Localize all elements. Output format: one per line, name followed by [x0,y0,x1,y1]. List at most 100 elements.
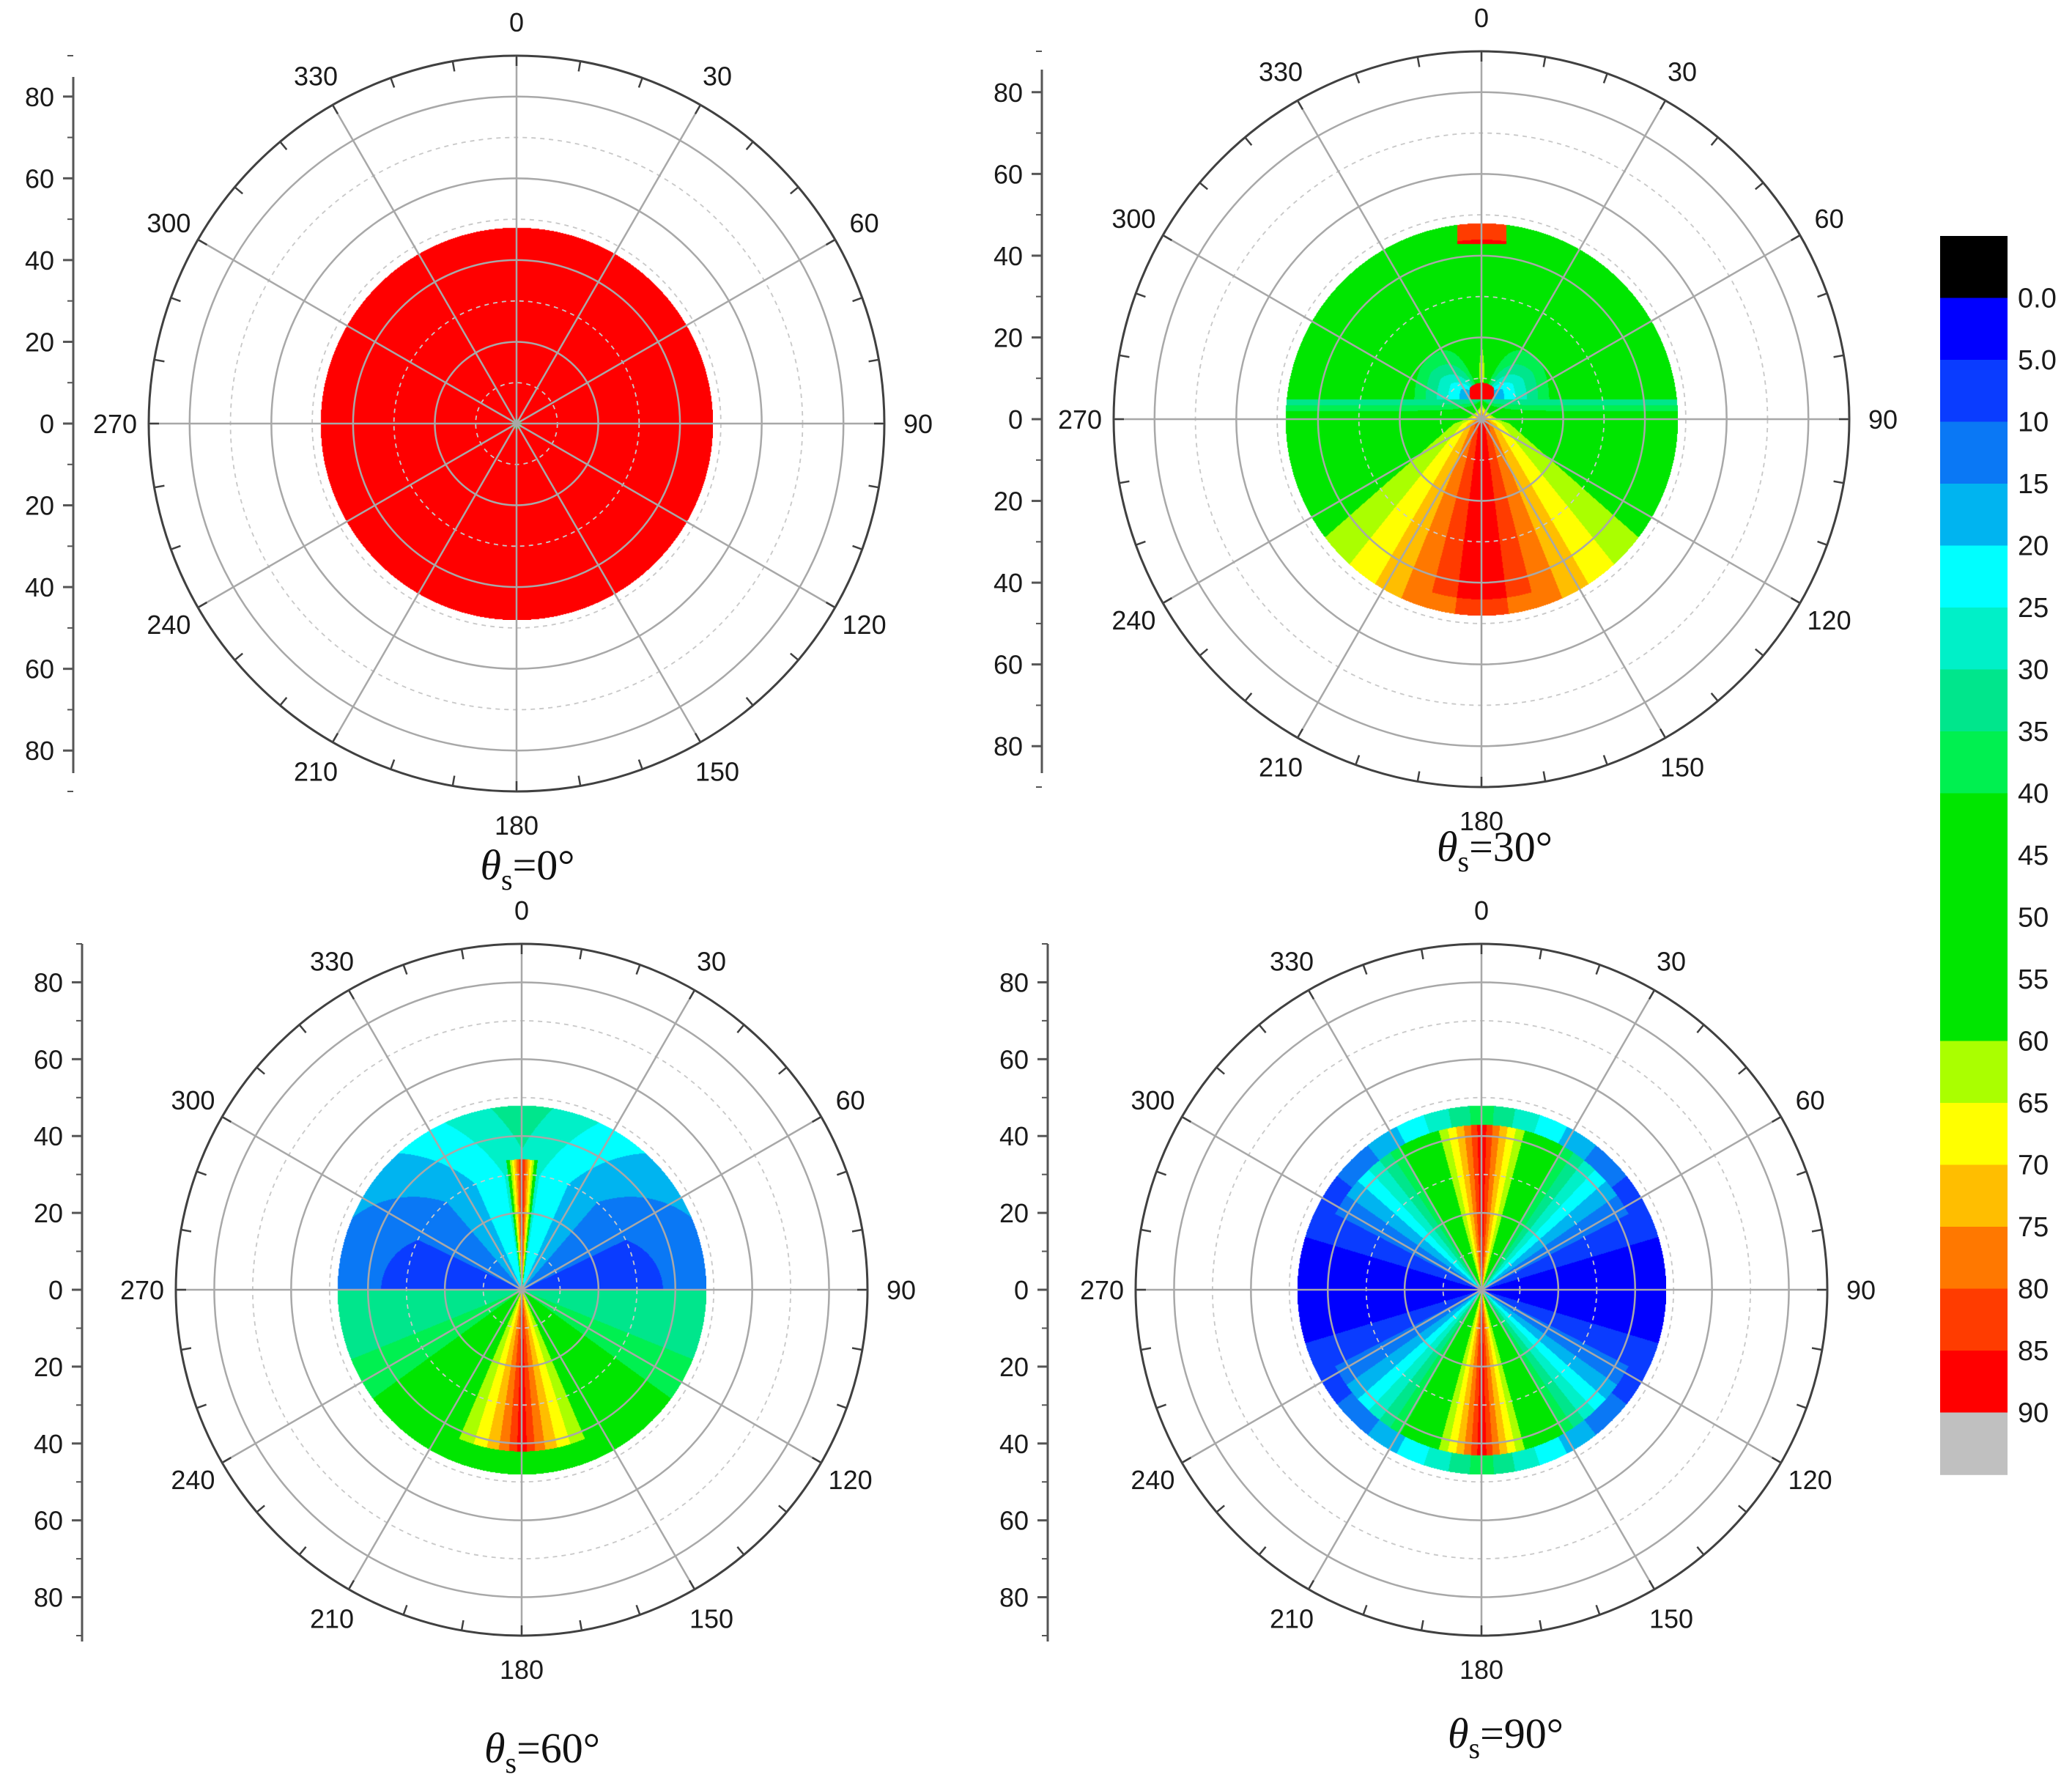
azimuth-tick [1796,1170,1807,1176]
azimuth-label: 120 [1788,1465,1832,1495]
azimuth-tick [1811,1347,1823,1351]
azimuth-label: 150 [1649,1604,1693,1634]
caption-theta-s-60: θs=60° [484,1724,600,1779]
azimuth-tick [234,652,243,661]
radial-tick-label: 80 [994,731,1023,761]
polar-panel-0: 0 30 60 90 120 150 180 210 240 270 300 330 80 60 40 20 0… [25,7,933,841]
azimuth-label: 60 [1815,204,1844,234]
radial-tick-label: 0 [40,409,54,439]
colorbar-swatch [1940,855,2008,918]
azimuth-tick [256,1066,265,1075]
azimuth-tick [1595,1604,1601,1615]
azimuth-label: 90 [887,1275,916,1305]
azimuth-tick [1772,1115,1782,1123]
radial-tick-label: 80 [999,967,1029,997]
azimuth-tick [778,1066,788,1075]
azimuth-label: 270 [120,1275,164,1305]
azimuth-tick [1140,1228,1152,1233]
radial-tick-label: 20 [25,327,54,357]
colorbar-label: 30 [2018,655,2049,686]
radial-tick-label: 80 [25,82,54,112]
radial-tick-label: 20 [999,1352,1029,1382]
colorbar-swatch [1940,1412,2008,1475]
colorbar-label: 90 [2018,1398,2049,1429]
azimuth-tick [1542,771,1547,782]
azimuth-label: 210 [1270,1604,1314,1634]
colorbar-label: 70 [2018,1151,2049,1181]
azimuth-tick [1420,948,1424,960]
colorbar-label: 15 [2018,469,2049,500]
azimuth-label: 90 [1846,1275,1876,1305]
azimuth-label: 30 [703,61,732,91]
radial-tick-label: 40 [999,1121,1029,1151]
spoke-line [1480,418,1667,739]
spoke-line [197,238,517,425]
azimuth-tick [1811,1228,1823,1233]
azimuth-tick [1307,1580,1315,1590]
radial-tick-label: 20 [34,1352,63,1382]
azimuth-tick [1790,597,1801,605]
radial-tick-label: 80 [34,1583,63,1613]
azimuth-label: 180 [1459,1655,1503,1685]
azimuth-tick [1696,1546,1705,1556]
azimuth-label: 270 [1058,405,1102,435]
azimuth-label: 120 [843,610,887,640]
colorbar-label: 60 [2018,1027,2049,1057]
colorbar-label: 35 [2018,717,2049,747]
radial-tick-label: 60 [994,650,1023,680]
azimuth-tick [1296,728,1304,739]
polar-panels: 0 30 60 90 120 150 180 210 240 270 300 330 80 60 40 20 0… [25,3,1898,1685]
azimuth-label: 120 [1808,605,1851,635]
azimuth-label: 300 [1111,204,1155,234]
azimuth-tick [1216,1504,1225,1513]
azimuth-label: 90 [903,409,933,439]
azimuth-tick [180,1347,192,1351]
azimuth-label: 270 [93,409,137,439]
azimuth-tick [256,1504,265,1513]
azimuth-tick [1156,1403,1167,1409]
azimuth-tick [778,1504,788,1513]
colorbar-label: 40 [2018,779,2049,810]
spoke-line [521,1115,822,1291]
azimuth-tick [1416,771,1421,782]
radial-tick-label: 0 [48,1275,63,1305]
azimuth-tick [1199,182,1208,191]
panel-captions: θs=0° θs=30° θs=60° θs=90° [481,823,1564,1779]
azimuth-tick [868,358,879,363]
radial-tick-label: 40 [25,572,54,602]
azimuth-tick [1307,989,1315,1000]
azimuth-label: 180 [1459,806,1503,836]
spoke-line [1181,1115,1482,1291]
azimuth-label: 210 [294,757,338,787]
azimuth-tick [1362,1604,1368,1615]
azimuth-tick [577,61,582,72]
azimuth-tick [460,948,465,960]
colorbar-swatch [1940,545,2008,608]
azimuth-tick [1539,948,1543,960]
spoke-line [1181,1288,1482,1464]
azimuth-tick [196,1170,207,1176]
colorbar-swatch [1940,236,2008,299]
azimuth-tick [812,1115,822,1123]
azimuth-tick [851,1228,863,1233]
colorbar-swatch [1940,979,2008,1042]
spoke-line [1162,234,1482,421]
spoke-line [520,1289,696,1590]
spoke-line [516,238,836,425]
azimuth-tick [1738,1504,1747,1513]
spoke-line [331,104,518,424]
azimuth-tick [579,1620,583,1631]
radial-tick-label: 60 [25,654,54,684]
azimuth-tick [852,297,863,303]
azimuth-tick [390,77,396,88]
azimuth-tick [694,104,702,115]
spoke-line [1481,1115,1782,1291]
azimuth-tick [279,141,288,150]
azimuth-tick [196,1403,207,1409]
azimuth-tick [868,484,879,489]
spoke-line [347,989,523,1290]
azimuth-label: 240 [1111,605,1155,635]
azimuth-label: 330 [310,946,354,976]
spoke-line [331,423,518,743]
